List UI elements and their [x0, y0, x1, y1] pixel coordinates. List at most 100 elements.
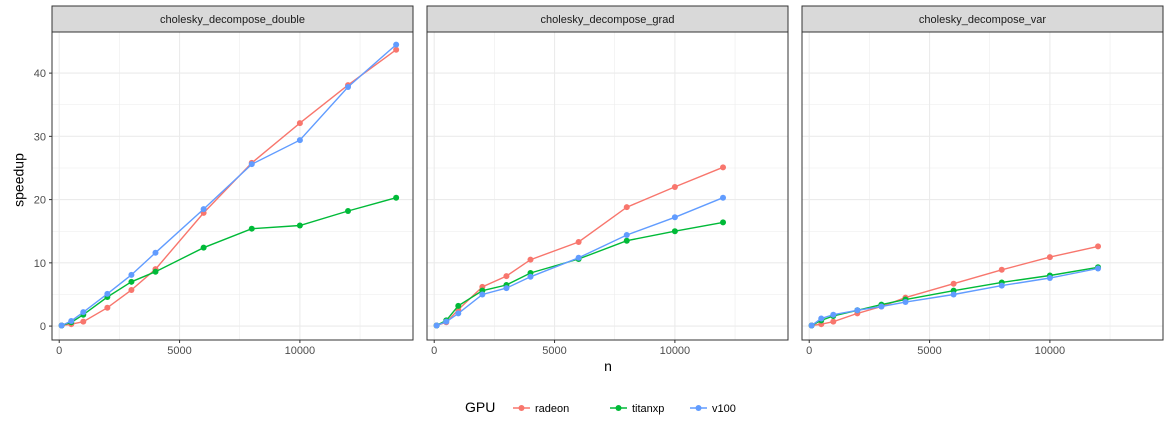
x-tick-label: 10000	[1035, 345, 1066, 357]
facet-panel-cholesky-decompose-var: cholesky_decompose_var 0 5000 10000	[801, 5, 1164, 357]
data-point-v100	[808, 322, 815, 329]
data-point-v100	[671, 214, 678, 221]
facet-strip-label: cholesky_decompose_var	[919, 14, 1047, 26]
data-point-v100	[128, 271, 135, 278]
data-point-v100	[345, 84, 352, 91]
data-point-radeon	[128, 287, 135, 294]
x-tick-label: 0	[431, 345, 437, 357]
data-point-v100	[902, 299, 909, 306]
data-point-v100	[200, 206, 207, 213]
facet-strip	[51, 5, 414, 33]
y-tick-label: 10	[34, 258, 46, 270]
data-point-v100	[720, 194, 727, 201]
data-point-v100	[248, 161, 255, 168]
series-v100	[808, 265, 1102, 329]
data-point-titanxp	[345, 207, 352, 214]
data-point-v100	[104, 290, 111, 297]
data-point-v100	[443, 318, 450, 325]
x-tick-label: 10000	[285, 345, 316, 357]
data-point-radeon	[503, 273, 510, 280]
data-point-v100	[998, 282, 1005, 289]
y-tick-label: 0	[40, 321, 46, 333]
x-tick-label: 5000	[167, 345, 191, 357]
data-point-v100	[479, 291, 486, 298]
data-point-v100	[623, 232, 630, 239]
y-axis-title: speedup	[11, 153, 27, 207]
series-line-v100	[811, 267, 1099, 327]
x-tick-label: 10000	[660, 345, 691, 357]
data-point-titanxp	[296, 222, 303, 229]
legend-key-point	[615, 405, 622, 411]
data-point-radeon	[671, 183, 678, 190]
data-point-titanxp	[720, 219, 727, 226]
facet-strip-label: cholesky_decompose_double	[160, 14, 305, 26]
legend-label: radeon	[535, 403, 569, 415]
y-tick-label: 20	[34, 195, 46, 207]
data-point-titanxp	[671, 228, 678, 235]
series-v100	[58, 41, 400, 329]
legend-label: v100	[712, 403, 736, 415]
x-tick-label: 5000	[917, 345, 941, 357]
data-point-radeon	[720, 164, 727, 171]
series-line-titanxp	[811, 266, 1099, 327]
series-v100	[433, 194, 727, 329]
legend: GPU radeon titanxp v100	[465, 399, 736, 415]
data-point-titanxp	[248, 225, 255, 232]
data-point-v100	[152, 249, 159, 256]
legend-entry-v100: v100	[690, 403, 736, 415]
data-point-titanxp	[128, 278, 135, 285]
x-tick-label: 5000	[542, 345, 566, 357]
legend-label: titanxp	[632, 403, 664, 415]
data-point-v100	[455, 310, 462, 317]
data-point-radeon	[80, 318, 87, 325]
data-point-v100	[433, 322, 440, 329]
data-point-v100	[830, 311, 837, 318]
facet-strip	[801, 5, 1164, 33]
data-point-v100	[1046, 275, 1053, 282]
series-line-radeon	[436, 166, 724, 327]
legend-title: GPU	[465, 399, 495, 415]
data-point-titanxp	[393, 194, 400, 201]
legend-entry-radeon: radeon	[513, 403, 569, 415]
data-point-radeon	[830, 318, 837, 325]
data-point-v100	[575, 254, 582, 261]
data-point-radeon	[575, 238, 582, 245]
legend-entry-titanxp: titanxp	[610, 403, 664, 415]
x-tick-label: 0	[806, 345, 812, 357]
data-point-v100	[58, 322, 65, 329]
data-point-titanxp	[623, 237, 630, 244]
legend-key-point	[518, 405, 525, 411]
data-point-v100	[527, 273, 534, 280]
data-point-titanxp	[455, 302, 462, 309]
data-point-v100	[68, 318, 75, 325]
x-tick-label: 0	[56, 345, 62, 357]
facet-panel-cholesky-decompose-double: cholesky_decompose_double 0 5000 10000 0 10 20…	[34, 5, 414, 357]
data-point-radeon	[998, 266, 1005, 273]
facet-panel-cholesky-decompose-grad: cholesky_decompose_grad 0 5000 10000	[426, 5, 789, 357]
data-point-v100	[296, 137, 303, 144]
x-axis-title: n	[604, 358, 612, 374]
facet-strip-label: cholesky_decompose_grad	[541, 14, 675, 26]
data-point-v100	[503, 285, 510, 292]
data-point-v100	[854, 307, 861, 314]
data-point-radeon	[1095, 243, 1102, 250]
facet-panels: cholesky_decompose_double 0 5000 10000 0 10 20…	[34, 5, 1164, 357]
series-line-v100	[436, 197, 724, 327]
data-point-radeon	[527, 256, 534, 263]
data-point-v100	[1095, 265, 1102, 272]
panel-background	[427, 32, 788, 340]
data-point-titanxp	[152, 268, 159, 275]
data-point-radeon	[393, 46, 400, 53]
data-point-v100	[818, 315, 825, 322]
data-point-v100	[950, 291, 957, 298]
data-point-radeon	[1046, 254, 1053, 261]
data-point-v100	[80, 309, 87, 316]
series-line-titanxp	[436, 221, 724, 327]
data-point-v100	[393, 41, 400, 48]
data-point-radeon	[296, 120, 303, 127]
facet-strip	[426, 5, 789, 33]
y-tick-label: 40	[34, 68, 46, 80]
data-point-radeon	[623, 204, 630, 211]
data-point-radeon	[104, 304, 111, 311]
